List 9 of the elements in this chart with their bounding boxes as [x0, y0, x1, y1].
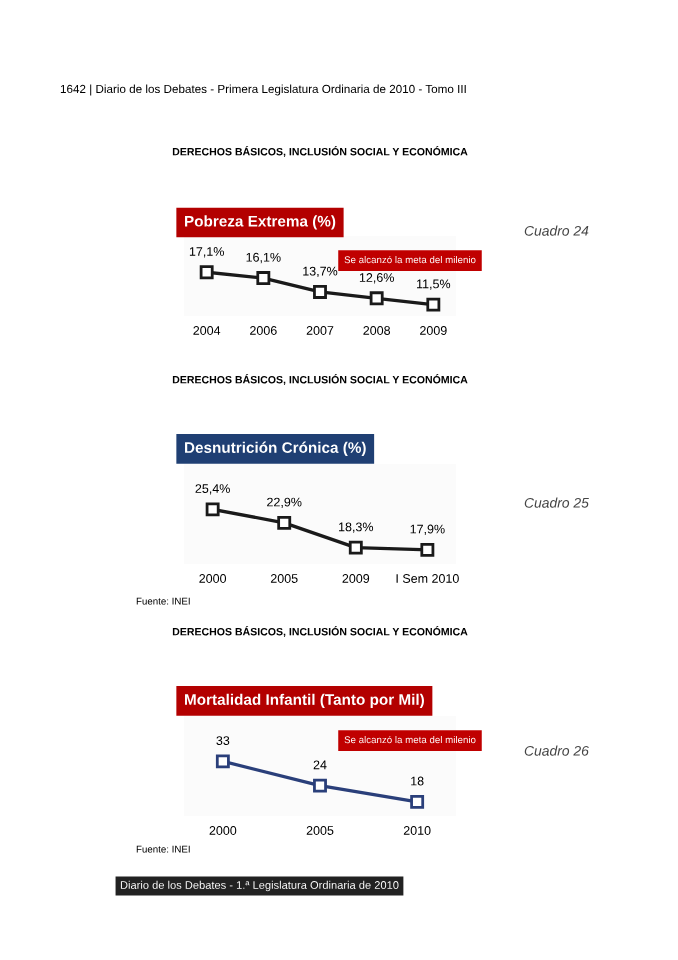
point — [277, 515, 292, 530]
point — [348, 540, 363, 555]
point — [369, 291, 384, 306]
point — [420, 542, 435, 557]
point — [313, 284, 327, 299]
point — [205, 502, 220, 517]
point — [199, 265, 214, 280]
point — [256, 271, 271, 285]
point — [426, 297, 441, 312]
